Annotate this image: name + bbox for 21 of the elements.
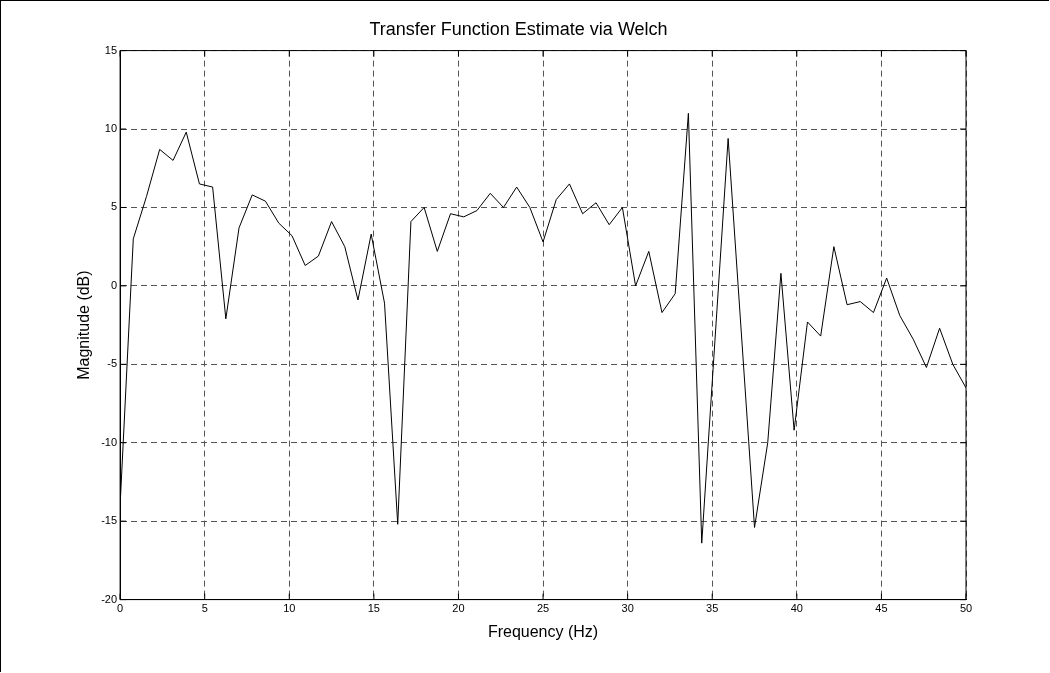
x-tick-label: 15 — [367, 602, 380, 615]
x-tick-label: 35 — [706, 602, 719, 615]
y-tick-label: -20 — [101, 592, 118, 605]
x-tick-label: 10 — [283, 602, 296, 615]
y-tick-label: 5 — [110, 200, 118, 213]
x-tick-label: 30 — [621, 602, 634, 615]
y-tick-label: 10 — [104, 122, 118, 135]
chart-title: Transfer Function Estimate via Welch — [369, 18, 668, 39]
y-tick-label: 0 — [110, 278, 118, 291]
x-tick-label: 45 — [875, 602, 888, 615]
x-tick-label: 20 — [452, 602, 465, 615]
x-axis-title: Frequency (Hz) — [487, 622, 599, 640]
y-tick-label: -5 — [107, 357, 118, 370]
x-tick-label: 40 — [790, 602, 803, 615]
y-tick-label: 15 — [104, 43, 118, 56]
y-tick-label: -15 — [101, 514, 118, 527]
x-tick-label: 5 — [201, 602, 208, 615]
y-axis-title: Magnitude (dB) — [75, 270, 93, 380]
x-tick-label: 50 — [959, 602, 973, 615]
y-tick-label: -10 — [101, 435, 118, 448]
x-tick-label: 25 — [536, 602, 550, 615]
